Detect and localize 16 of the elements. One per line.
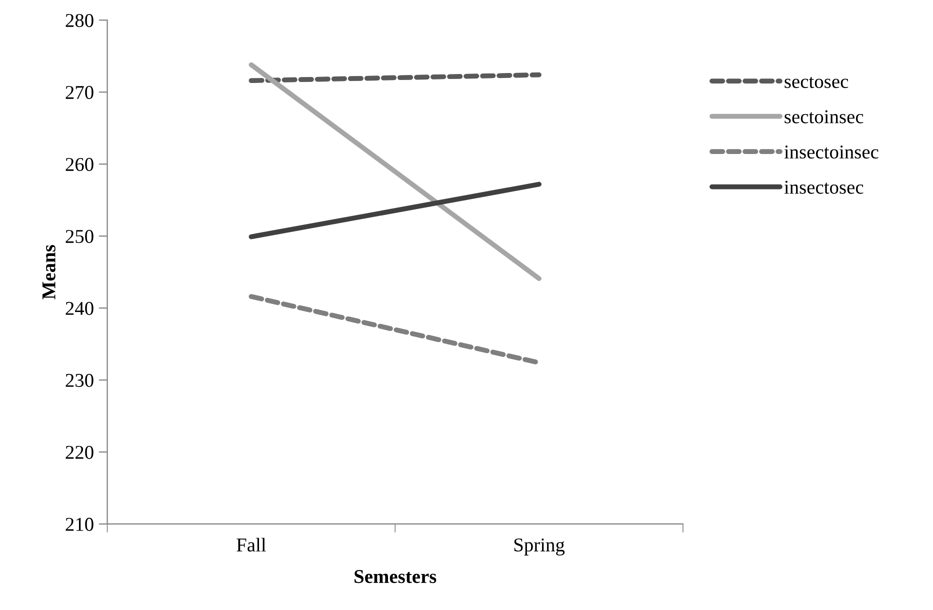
x-tick-label: Fall — [236, 538, 266, 552]
legend-label: sectoinsec — [784, 110, 864, 124]
x-axis-title: Semesters — [354, 570, 436, 584]
y-axis-title: Means — [42, 244, 56, 300]
y-tick-label: 270 — [66, 86, 94, 100]
x-tick-label: Spring — [514, 538, 565, 556]
legend-label: insectoinsec — [784, 146, 878, 159]
y-tick-label: 230 — [66, 374, 94, 387]
y-tick-label: 220 — [66, 446, 94, 459]
y-tick-label: 240 — [66, 302, 94, 315]
y-tick-label: 250 — [66, 230, 94, 244]
y-tick-label: 260 — [66, 158, 94, 172]
legend-label: insectosec — [784, 180, 864, 194]
y-tick-label: 280 — [66, 14, 94, 28]
y-tick-label: 210 — [66, 518, 94, 531]
legend-label: sectosec — [784, 76, 848, 88]
